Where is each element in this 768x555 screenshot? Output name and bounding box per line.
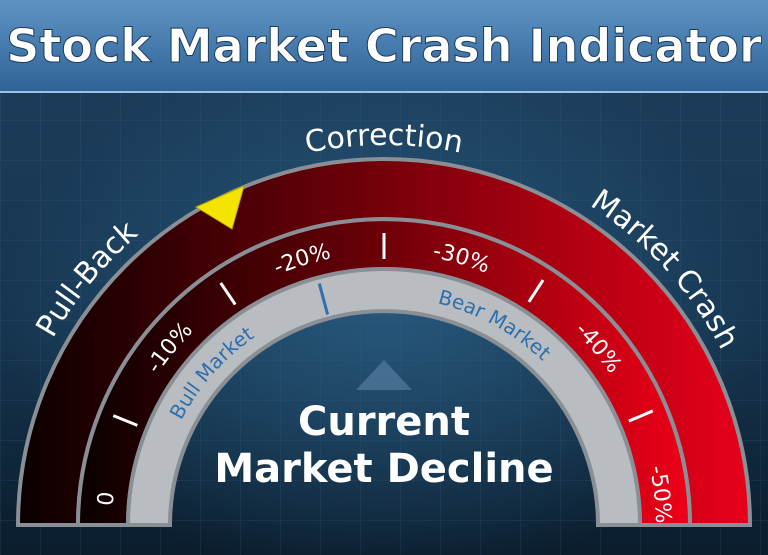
market-band (125, 267, 643, 527)
header-bar (0, 0, 768, 92)
scale-label: 0 (94, 491, 120, 507)
center-label: Market Decline (214, 446, 553, 492)
center-label: Current (298, 399, 470, 445)
scale-tick (219, 282, 237, 306)
scale-tick (628, 409, 654, 423)
title: Stock Market Crash Indicator (6, 19, 762, 73)
market-divider (317, 283, 330, 315)
scale-label: 0 (94, 491, 120, 507)
scale-tick (527, 279, 545, 303)
pointer (194, 185, 245, 230)
center-arrow (356, 360, 412, 390)
scale-tick (112, 414, 138, 427)
